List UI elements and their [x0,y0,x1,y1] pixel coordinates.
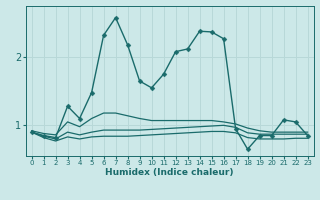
X-axis label: Humidex (Indice chaleur): Humidex (Indice chaleur) [105,168,234,177]
